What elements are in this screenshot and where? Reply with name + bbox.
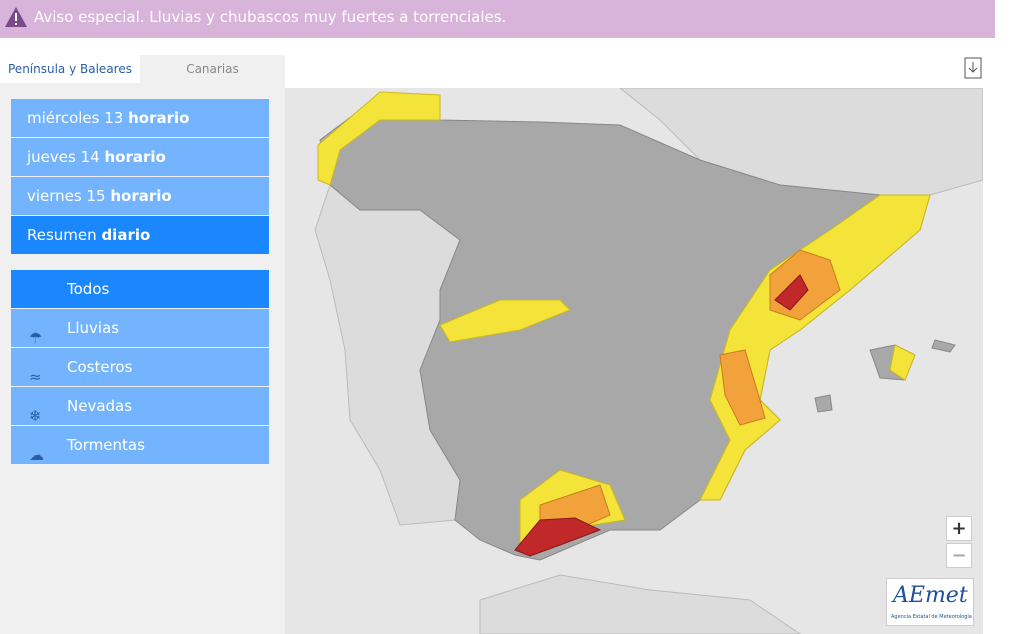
warning-yellow xyxy=(439,299,571,343)
wave-icon: ≈ xyxy=(29,368,42,386)
tab[interactable]: Canarias xyxy=(186,62,239,76)
alert-banner: Aviso especial. Lluvias y chubascos muy … xyxy=(0,0,995,38)
filter-label: Lluvias xyxy=(67,319,120,337)
day-mode: diario xyxy=(101,226,151,244)
day-button[interactable]: jueves 14 horario xyxy=(11,138,269,176)
day-label: jueves 14 xyxy=(27,148,100,166)
africa xyxy=(479,574,801,634)
filter-label: Nevadas xyxy=(67,397,133,415)
warning-yellow xyxy=(699,194,931,501)
banner-text: Aviso especial. Lluvias y chubascos muy … xyxy=(34,8,507,26)
filter-label: Costeros xyxy=(67,358,133,376)
filter-button[interactable]: Todos xyxy=(11,270,269,308)
balearic-island xyxy=(814,394,833,413)
day-button[interactable]: viernes 15 horario xyxy=(11,177,269,215)
day-button[interactable]: Resumen diario xyxy=(11,216,269,254)
logo-subtitle: Agencia Estatal de Meteorología xyxy=(891,614,972,620)
snow-icon: ❄ xyxy=(29,407,42,425)
balearic-island xyxy=(931,339,956,353)
day-label: miércoles 13 xyxy=(27,109,124,127)
warning-orange xyxy=(719,349,766,426)
storm-icon: ☁ xyxy=(29,446,44,464)
map[interactable] xyxy=(285,88,983,634)
warning-orange xyxy=(539,484,611,529)
zoom-in[interactable]: + xyxy=(946,516,972,541)
filter-button[interactable]: ☁ Tormentas xyxy=(11,426,269,464)
filter-label: Todos xyxy=(67,280,110,298)
filter-button[interactable]: ❄ Nevadas xyxy=(11,387,269,425)
logo-name: AEmet xyxy=(893,583,968,608)
warning-red xyxy=(774,274,809,311)
filter-button[interactable]: ≈ Costeros xyxy=(11,348,269,386)
warning-yellow xyxy=(317,91,441,186)
warning-red xyxy=(514,517,602,557)
zoom-out[interactable]: − xyxy=(946,543,972,568)
day-mode: horario xyxy=(128,109,190,127)
warning-icon xyxy=(5,7,27,27)
download-icon[interactable] xyxy=(964,57,982,79)
logo: AEmet Agencia Estatal de Meteorología xyxy=(886,578,974,626)
tab[interactable]: Península y Baleares xyxy=(0,55,140,83)
day-button[interactable]: miércoles 13 horario xyxy=(11,99,269,137)
day-label: viernes 15 xyxy=(27,187,106,205)
filter-label: Tormentas xyxy=(67,436,145,454)
filter-button[interactable]: ☂ Lluvias xyxy=(11,309,269,347)
warning-yellow xyxy=(889,344,916,381)
day-mode: horario xyxy=(110,187,172,205)
day-label: Resumen xyxy=(27,226,97,244)
rain-icon: ☂ xyxy=(29,329,43,347)
day-mode: horario xyxy=(104,148,166,166)
